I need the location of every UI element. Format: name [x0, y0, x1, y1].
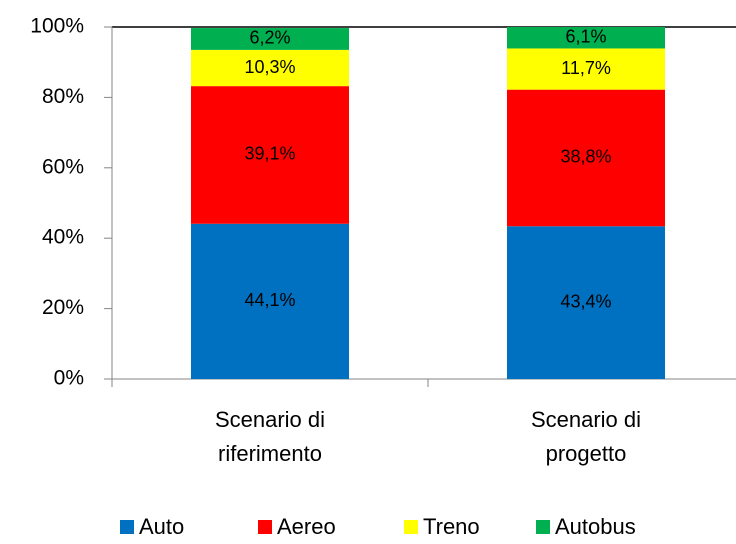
y-tick-label: 80% [42, 85, 84, 108]
value-label: 38,8% [560, 147, 611, 167]
y-tick-label: 60% [42, 155, 84, 178]
bar-segment [507, 226, 665, 379]
value-label: 44,1% [244, 290, 295, 310]
y-tick-label: 0% [54, 367, 84, 390]
legend-swatch [120, 520, 134, 534]
legend-label: Treno [423, 514, 480, 539]
bar-segment [507, 89, 665, 227]
value-label: 43,4% [560, 291, 611, 311]
value-label: 6,1% [565, 26, 606, 46]
bar-segment [507, 48, 665, 90]
bar-segment [191, 223, 349, 379]
x-tick-label: Scenario di progetto [530, 407, 642, 466]
bar-segment [191, 49, 349, 87]
value-label: 39,1% [244, 144, 295, 164]
legend-swatch [536, 520, 550, 534]
legend-swatch [258, 520, 272, 534]
bar-segment [191, 28, 349, 50]
y-tick-label: 100% [30, 15, 84, 38]
legend-label: Aereo [277, 514, 336, 539]
bar-segment [191, 86, 349, 224]
y-tick-label: 20% [42, 296, 84, 319]
bar-segment [507, 27, 665, 49]
value-label: 11,7% [561, 58, 611, 78]
legend-swatch [404, 520, 418, 534]
legend-label: Auto [139, 514, 184, 539]
value-label: 10,3% [244, 57, 295, 77]
value-label: 6,2% [249, 28, 290, 48]
legend-label: Autobus [555, 514, 636, 539]
x-tick-label: Scenario di riferimento [214, 407, 326, 466]
y-tick-label: 40% [42, 226, 84, 249]
